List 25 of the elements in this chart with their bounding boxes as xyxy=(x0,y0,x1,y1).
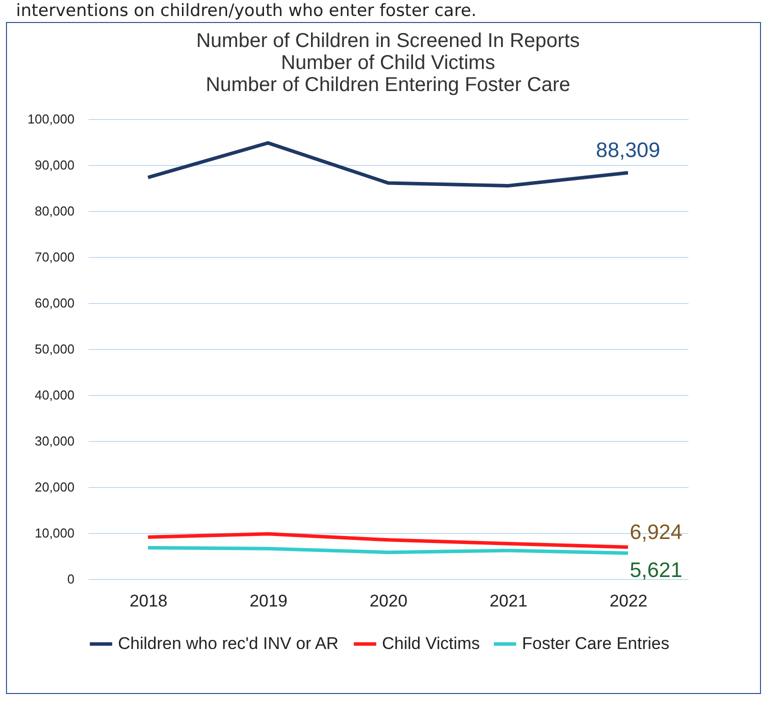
y-tick-label: 60,000 xyxy=(34,296,74,310)
data-label: 5,621 xyxy=(630,559,682,582)
text: interventions on children/youth who enter foster care. xyxy=(15,0,478,22)
y-tick-label: 40,000 xyxy=(34,388,74,402)
legend-label: Foster Care Entries xyxy=(522,634,670,653)
x-tick-label: 2018 xyxy=(130,592,168,610)
x-tick-label: 2020 xyxy=(370,592,408,610)
line-series xyxy=(146,532,630,549)
y-tick-label: 10,000 xyxy=(34,526,74,540)
legend-label: Child Victims xyxy=(382,634,480,653)
data-label: 6,924 xyxy=(630,521,683,544)
data-label: 88,309 xyxy=(596,138,660,162)
y-tick-label: 100,000 xyxy=(28,112,74,126)
legend-label: Children who rec'd INV or AR xyxy=(118,634,339,653)
y-tick-label: 30,000 xyxy=(34,434,74,448)
x-tick-label: 2019 xyxy=(250,592,288,610)
y-tick-label: 50,000 xyxy=(34,342,74,356)
y-tick-label: 80,000 xyxy=(34,204,74,218)
y-tick-label: 70,000 xyxy=(34,250,74,264)
x-tick-label: 2022 xyxy=(610,592,648,610)
y-tick-label: 90,000 xyxy=(34,158,74,172)
x-tick-label: 2021 xyxy=(490,592,528,610)
chart-title: Number of Children in Screened In Reports Number of Child Victims Number of Children Entering Foster Care xyxy=(196,30,580,96)
y-tick-label: 20,000 xyxy=(34,480,74,494)
y-tick-label: 0 xyxy=(67,572,74,586)
